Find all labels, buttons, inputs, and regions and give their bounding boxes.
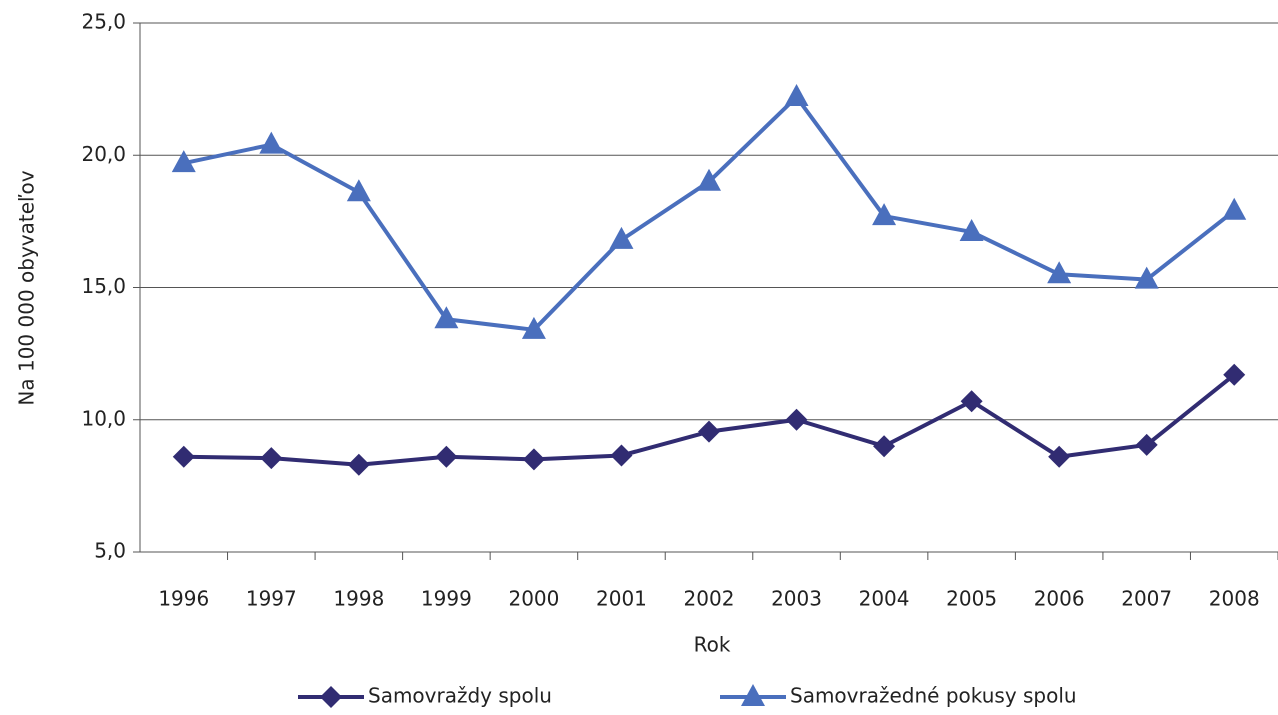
- x-tick-label: 2005: [946, 587, 997, 611]
- diamond-marker: [1048, 445, 1071, 468]
- x-axis-label: Rok: [694, 633, 731, 657]
- y-tick-label: 5,0: [94, 539, 126, 563]
- triangle-marker: [521, 316, 546, 339]
- diamond-marker: [522, 448, 545, 471]
- legend-label: Samovražedné pokusy spolu: [790, 684, 1077, 708]
- triangle-marker: [1047, 261, 1072, 284]
- triangle-marker: [784, 84, 809, 107]
- x-tick-label: 2001: [596, 587, 647, 611]
- triangle-marker: [1222, 197, 1247, 220]
- x-tick-label: 1996: [158, 587, 209, 611]
- y-axis-label: Na 100 000 obyvateľov: [15, 170, 39, 405]
- x-tick-label: 2007: [1121, 587, 1172, 611]
- diamond-marker: [960, 390, 983, 413]
- diamond-marker: [172, 445, 195, 468]
- y-tick-label: 10,0: [81, 406, 126, 430]
- x-tick-label: 1998: [333, 587, 384, 611]
- diamond-marker: [698, 420, 720, 443]
- triangle-marker: [609, 226, 634, 249]
- diamond-marker: [610, 444, 633, 467]
- diamond-marker: [260, 447, 283, 470]
- x-tick-label: 2006: [1034, 587, 1085, 611]
- y-tick-label: 25,0: [81, 10, 126, 34]
- diamond-marker: [320, 686, 342, 708]
- diamond-marker: [435, 445, 458, 468]
- diamond-marker: [873, 435, 896, 458]
- triangle-marker: [1134, 266, 1159, 289]
- triangle-marker: [171, 150, 196, 173]
- x-tick-label: 2002: [684, 587, 735, 611]
- triangle-marker: [434, 306, 459, 329]
- series-line: [183, 95, 1236, 332]
- x-tick-label: 1999: [421, 587, 472, 611]
- triangle-marker: [259, 131, 284, 154]
- diamond-marker: [1135, 433, 1158, 456]
- diamond-marker: [1223, 363, 1246, 386]
- x-tick-label: 2000: [508, 587, 559, 611]
- y-tick-label: 20,0: [81, 142, 126, 166]
- x-tick-label: 2008: [1209, 587, 1260, 611]
- y-tick-label: 15,0: [81, 274, 126, 298]
- triangle-marker: [872, 203, 897, 226]
- triangle-marker: [741, 684, 765, 706]
- x-tick-label: 2003: [771, 587, 822, 611]
- x-tick-label: 1997: [246, 587, 297, 611]
- legend-label: Samovraždy spolu: [368, 684, 552, 708]
- diamond-marker: [347, 453, 370, 476]
- triangle-marker: [959, 218, 984, 241]
- triangle-marker: [697, 168, 721, 191]
- x-tick-label: 2004: [859, 587, 910, 611]
- triangle-marker: [346, 179, 371, 202]
- diamond-marker: [785, 408, 808, 431]
